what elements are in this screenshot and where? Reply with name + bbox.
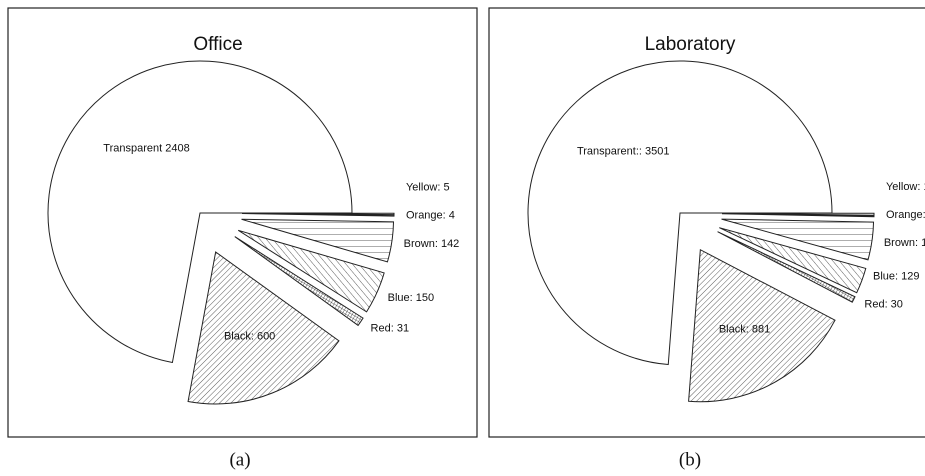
slice-label: Orange: 4 [406, 210, 455, 222]
slice-label: Orange: [886, 209, 925, 221]
pie-slice [721, 218, 875, 261]
pie-slice [717, 231, 856, 303]
pie-slice [688, 248, 836, 403]
slice-label: Transparent 2408 [103, 143, 189, 155]
pie-slice [234, 236, 364, 327]
pie-slice [721, 212, 875, 216]
caption: (a) [229, 449, 250, 470]
slice-label: Brown: 19 [884, 237, 925, 249]
caption: (b) [679, 449, 701, 470]
slice-label: Black: 881 [719, 323, 770, 335]
pie-slice [187, 251, 340, 405]
slice-label: Brown: 142 [404, 238, 460, 250]
panel-frame [488, 7, 925, 438]
slice-label: Blue: 150 [388, 292, 434, 304]
slice-label: Black: 600 [224, 331, 275, 343]
slice-label: Yellow: 10 [886, 181, 925, 193]
pie-slice [237, 229, 385, 313]
slice-label: Red: 30 [864, 299, 903, 311]
slice-label: Transparent:: 3501 [577, 146, 670, 158]
slice-label: Red: 31 [371, 322, 410, 334]
pie-slice [241, 218, 395, 263]
slice-label: Yellow: 5 [406, 182, 450, 194]
pie-slice [241, 212, 395, 216]
chart-title: Laboratory [645, 34, 736, 55]
pie-slice [47, 60, 353, 364]
chart-title: Office [193, 34, 242, 55]
pie-slice [719, 227, 867, 294]
pie-slice [527, 60, 833, 366]
slice-label: Blue: 129 [873, 271, 919, 283]
panel-frame [7, 7, 478, 438]
